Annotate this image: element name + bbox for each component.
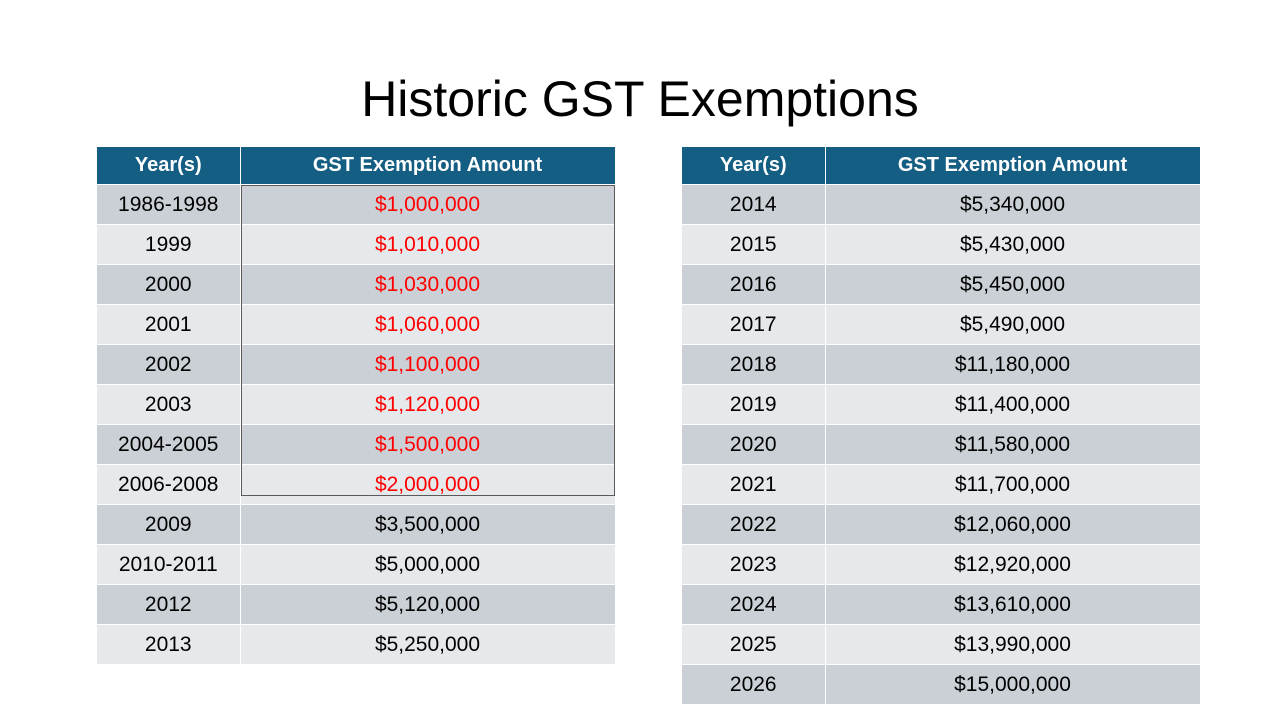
amount-cell: $5,120,000: [240, 584, 616, 625]
table-row: 1986-1998 $1,000,000: [97, 184, 616, 225]
year-cell: 2013: [97, 624, 241, 665]
year-cell: 2015: [682, 224, 826, 265]
table-row: 2017 $5,490,000: [682, 304, 1201, 345]
table-row: 2016 $5,450,000: [682, 264, 1201, 305]
table-row: 2026 $15,000,000: [682, 664, 1201, 705]
year-cell: 2016: [682, 264, 826, 305]
table-row: 2014 $5,340,000: [682, 184, 1201, 225]
amount-cell: $1,500,000: [240, 424, 616, 465]
year-cell: 2021: [682, 464, 826, 505]
amount-cell: $11,180,000: [825, 344, 1201, 385]
header-years: Year(s): [97, 147, 241, 185]
year-cell: 2023: [682, 544, 826, 585]
year-cell: 2022: [682, 504, 826, 545]
year-cell: 2018: [682, 344, 826, 385]
table-row: 2002 $1,100,000: [97, 344, 616, 385]
amount-cell: $11,580,000: [825, 424, 1201, 465]
table-header-row: Year(s) GST Exemption Amount: [97, 147, 616, 185]
year-cell: 2014: [682, 184, 826, 225]
table-row: 2025 $13,990,000: [682, 624, 1201, 665]
table-header-row: Year(s) GST Exemption Amount: [682, 147, 1201, 185]
table-row: 2009 $3,500,000: [97, 504, 616, 545]
amount-cell: $3,500,000: [240, 504, 616, 545]
amount-cell: $1,060,000: [240, 304, 616, 345]
table-row: 2019 $11,400,000: [682, 384, 1201, 425]
year-cell: 2003: [97, 384, 241, 425]
year-cell: 2006-2008: [97, 464, 241, 505]
amount-cell: $5,430,000: [825, 224, 1201, 265]
header-amount: GST Exemption Amount: [240, 147, 616, 185]
amount-cell: $5,250,000: [240, 624, 616, 665]
amount-cell: $15,000,000: [825, 664, 1201, 705]
year-cell: 2000: [97, 264, 241, 305]
year-cell: 2025: [682, 624, 826, 665]
amount-cell: $1,120,000: [240, 384, 616, 425]
table-row: 2022 $12,060,000: [682, 504, 1201, 545]
year-cell: 2004-2005: [97, 424, 241, 465]
table-row: 2021 $11,700,000: [682, 464, 1201, 505]
amount-cell: $5,490,000: [825, 304, 1201, 345]
year-cell: 2009: [97, 504, 241, 545]
table-row: 2010-2011 $5,000,000: [97, 544, 616, 585]
year-cell: 2002: [97, 344, 241, 385]
year-cell: 2017: [682, 304, 826, 345]
amount-cell: $2,000,000: [240, 464, 616, 505]
amount-cell: $11,400,000: [825, 384, 1201, 425]
amount-cell: $1,000,000: [240, 184, 616, 225]
amount-cell: $13,610,000: [825, 584, 1201, 625]
year-cell: 2024: [682, 584, 826, 625]
header-amount: GST Exemption Amount: [825, 147, 1201, 185]
table-row: 2018 $11,180,000: [682, 344, 1201, 385]
page-title: Historic GST Exemptions: [361, 71, 919, 127]
amount-cell: $13,990,000: [825, 624, 1201, 665]
amount-cell: $1,100,000: [240, 344, 616, 385]
year-cell: 1986-1998: [97, 184, 241, 225]
year-cell: 2020: [682, 424, 826, 465]
year-cell: 2019: [682, 384, 826, 425]
gst-table-left: Year(s) GST Exemption Amount 1986-1998 $1…: [97, 147, 616, 665]
year-cell: 1999: [97, 224, 241, 265]
table-row: 2001 $1,060,000: [97, 304, 616, 345]
year-cell: 2001: [97, 304, 241, 345]
table-row: 2004-2005 $1,500,000: [97, 424, 616, 465]
table-row: 2012 $5,120,000: [97, 584, 616, 625]
amount-cell: $5,450,000: [825, 264, 1201, 305]
table-row: 2024 $13,610,000: [682, 584, 1201, 625]
table-row: 2013 $5,250,000: [97, 624, 616, 665]
table-row: 2003 $1,120,000: [97, 384, 616, 425]
table-row: 2015 $5,430,000: [682, 224, 1201, 265]
amount-cell: $1,030,000: [240, 264, 616, 305]
header-years: Year(s): [682, 147, 826, 185]
table-row: 2006-2008 $2,000,000: [97, 464, 616, 505]
table-row: 2000 $1,030,000: [97, 264, 616, 305]
year-cell: 2012: [97, 584, 241, 625]
amount-cell: $11,700,000: [825, 464, 1201, 505]
year-cell: 2026: [682, 664, 826, 705]
amount-cell: $5,340,000: [825, 184, 1201, 225]
table-row: 1999 $1,010,000: [97, 224, 616, 265]
amount-cell: $1,010,000: [240, 224, 616, 265]
amount-cell: $12,920,000: [825, 544, 1201, 585]
amount-cell: $5,000,000: [240, 544, 616, 585]
amount-cell: $12,060,000: [825, 504, 1201, 545]
table-row: 2023 $12,920,000: [682, 544, 1201, 585]
table-row: 2020 $11,580,000: [682, 424, 1201, 465]
gst-table-right: Year(s) GST Exemption Amount 2014 $5,340,…: [682, 147, 1201, 705]
year-cell: 2010-2011: [97, 544, 241, 585]
